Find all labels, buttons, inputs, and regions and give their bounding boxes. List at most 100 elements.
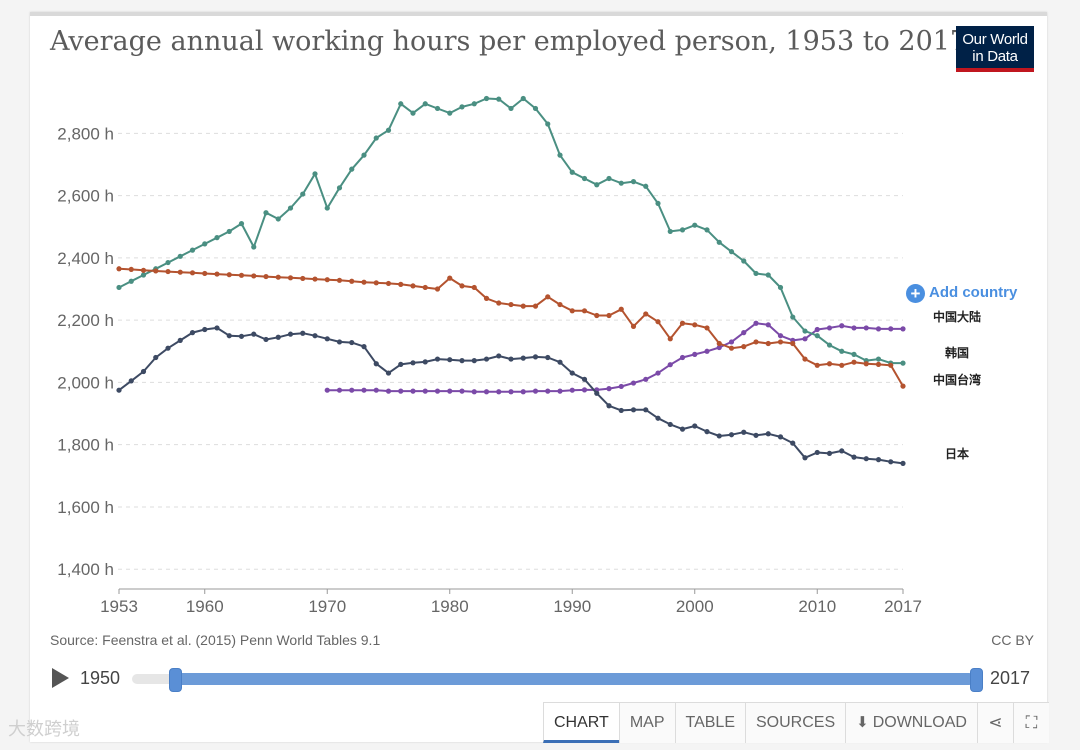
tab-bar: CHART MAP TABLE SOURCES ⬇ DOWNLOAD ⋖ ⛶	[543, 702, 1049, 743]
data-point	[459, 283, 465, 289]
tab-chart[interactable]: CHART	[543, 703, 619, 743]
data-point	[630, 407, 637, 413]
data-point	[483, 389, 490, 395]
data-point	[226, 228, 232, 235]
timeline-end-year: 2017	[990, 668, 1031, 688]
data-point	[312, 333, 318, 339]
data-point	[826, 342, 833, 348]
data-point	[287, 205, 294, 211]
license-link[interactable]: CC BY	[991, 632, 1034, 648]
data-point	[349, 166, 355, 172]
data-point	[385, 370, 392, 376]
watermark-text: 大数跨境	[8, 719, 80, 739]
data-point	[667, 336, 673, 342]
data-point	[753, 320, 759, 326]
data-point	[839, 448, 845, 454]
data-point	[336, 339, 343, 345]
data-point	[569, 169, 575, 175]
chart-title: Average annual working hours per employe…	[50, 26, 968, 57]
data-point	[361, 344, 367, 350]
timeline-end-handle[interactable]	[970, 668, 983, 692]
data-point	[581, 175, 588, 182]
data-point	[312, 171, 318, 177]
fullscreen-button[interactable]: ⛶	[1012, 703, 1049, 743]
data-point	[520, 303, 526, 309]
data-point	[704, 348, 710, 354]
data-point	[153, 268, 159, 274]
data-point	[116, 284, 122, 291]
data-point	[875, 326, 882, 332]
data-point	[741, 330, 747, 336]
x-tick-label: 2010	[798, 597, 836, 616]
data-point	[189, 247, 196, 253]
data-point	[851, 454, 857, 460]
data-point	[814, 449, 820, 456]
data-point	[496, 300, 502, 306]
data-point	[802, 328, 808, 334]
data-point	[520, 95, 526, 102]
data-point	[202, 326, 208, 333]
data-point	[716, 340, 722, 347]
data-point	[532, 354, 539, 360]
data-point	[606, 403, 612, 409]
data-point	[287, 275, 294, 281]
tab-download[interactable]: ⬇ DOWNLOAD	[845, 703, 977, 743]
data-point	[875, 457, 882, 463]
data-point	[900, 383, 906, 389]
data-point	[373, 361, 379, 367]
data-point	[434, 286, 441, 292]
timeline-start-handle[interactable]	[169, 668, 182, 692]
data-point	[594, 312, 600, 319]
data-point	[765, 431, 771, 437]
x-tick-label: 1990	[553, 597, 591, 616]
data-point	[630, 323, 637, 329]
data-point	[422, 284, 428, 291]
add-country-button[interactable]: + Add country	[906, 284, 1017, 303]
legend-label: 日本	[945, 446, 969, 461]
data-point	[863, 361, 869, 367]
download-icon: ⬇	[856, 714, 869, 731]
data-point	[165, 268, 171, 275]
line-chart: 1,400 h 1,600 h 1,800 h 2,000 h 2,200 h 2,400…	[57, 95, 981, 616]
data-point	[851, 325, 857, 331]
series-line	[118, 97, 903, 365]
timeline-selected-range[interactable]	[172, 673, 975, 685]
data-point	[728, 345, 735, 351]
data-point	[765, 340, 771, 347]
data-point	[128, 378, 134, 384]
play-icon[interactable]	[52, 668, 69, 688]
data-point	[177, 253, 183, 259]
data-point	[790, 440, 796, 446]
data-point	[471, 389, 477, 395]
data-point	[447, 275, 453, 281]
data-point	[483, 356, 490, 362]
owid-logo[interactable]: Our World in Data	[956, 26, 1034, 72]
share-button[interactable]: ⋖	[976, 703, 1013, 743]
data-point	[630, 380, 637, 386]
data-point	[447, 357, 453, 363]
data-point	[373, 387, 379, 393]
tab-table[interactable]: TABLE	[674, 703, 746, 743]
data-point	[238, 272, 245, 278]
x-tick-label: 1980	[431, 597, 469, 616]
data-point	[826, 325, 833, 331]
tab-sources[interactable]: SOURCES	[745, 703, 845, 743]
data-point	[459, 104, 465, 110]
data-point	[581, 308, 588, 314]
data-point	[704, 429, 710, 435]
legend-label: 中国大陆	[933, 309, 981, 324]
data-point	[618, 407, 624, 414]
data-point	[716, 344, 722, 351]
data-point	[165, 259, 171, 266]
data-point	[802, 356, 808, 362]
logo-line-1: Our World	[962, 31, 1028, 48]
data-point	[202, 241, 208, 247]
data-point	[349, 387, 355, 393]
data-point	[667, 421, 673, 428]
tab-map[interactable]: MAP	[618, 703, 675, 743]
data-point	[618, 306, 624, 312]
y-tick-label: 1,400 h	[57, 560, 114, 579]
data-point	[765, 322, 771, 328]
data-point	[116, 387, 122, 393]
data-point	[753, 432, 759, 438]
